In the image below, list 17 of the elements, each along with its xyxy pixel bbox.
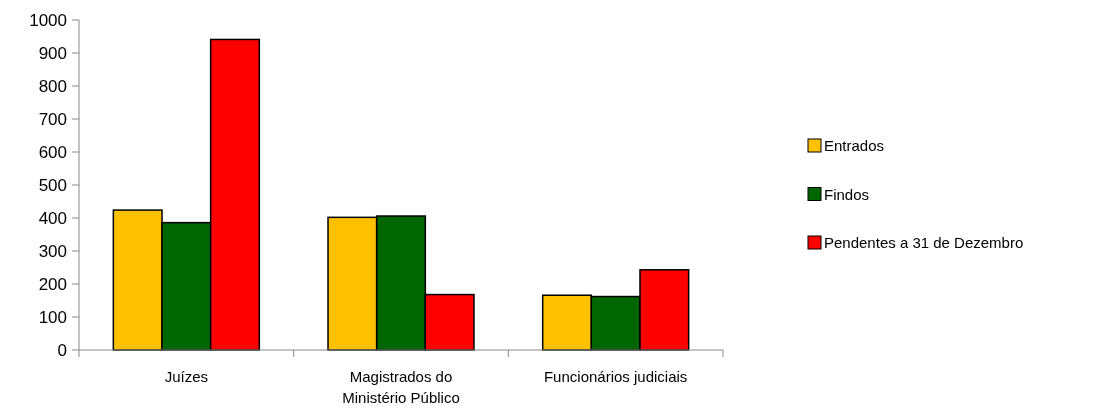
legend-label: Pendentes a 31 de Dezembro [824, 234, 1024, 252]
y-tick-label: 100 [38, 307, 67, 327]
x-tick-label: Juízes [164, 368, 209, 385]
y-tick-label: 200 [38, 274, 67, 294]
y-tick-label: 1000 [29, 10, 67, 30]
y-tick-label: 500 [38, 175, 67, 195]
legend-label: Findos [824, 185, 870, 203]
y-tick-label: 300 [38, 241, 67, 261]
x-tick-label: Funcionários judiciais [543, 368, 688, 385]
y-tick-label: 800 [38, 76, 67, 96]
y-tick-label: 900 [38, 43, 67, 63]
legend-label: Entrados [824, 137, 885, 155]
x-tick-label: Magistrados do Ministério Público [342, 368, 460, 406]
y-tick-label: 700 [38, 109, 67, 129]
y-tick-label: 600 [38, 142, 67, 162]
y-tick-label: 400 [38, 208, 67, 228]
y-tick-label: 0 [57, 340, 67, 360]
